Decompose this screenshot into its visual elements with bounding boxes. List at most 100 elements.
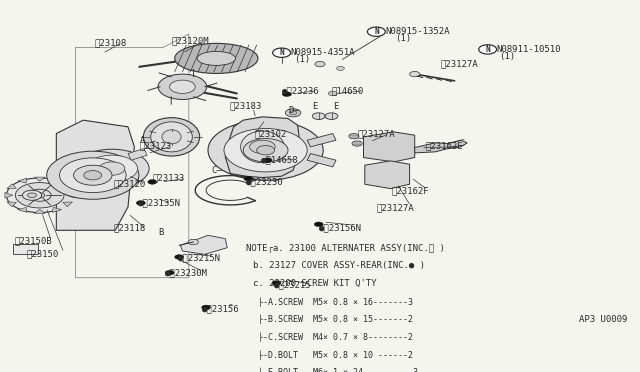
Text: ●※23135N: ●※23135N: [138, 198, 180, 208]
Circle shape: [15, 183, 64, 208]
Text: (1): (1): [294, 55, 310, 64]
Circle shape: [136, 201, 145, 205]
Text: ●※14658: ●※14658: [261, 156, 299, 165]
Polygon shape: [63, 184, 72, 189]
Polygon shape: [52, 178, 61, 183]
Polygon shape: [128, 148, 147, 160]
Circle shape: [6, 178, 73, 213]
Circle shape: [244, 176, 253, 181]
Circle shape: [35, 193, 45, 198]
Circle shape: [60, 158, 126, 193]
Text: ●※23215: ●※23215: [274, 280, 312, 289]
Polygon shape: [7, 184, 17, 189]
Circle shape: [273, 48, 291, 57]
Circle shape: [285, 109, 301, 117]
Text: ※23162F: ※23162F: [392, 186, 429, 195]
Text: ├-C.SCREW  M4× 0.7 × 8--------2: ├-C.SCREW M4× 0.7 × 8--------2: [258, 333, 413, 342]
Circle shape: [170, 80, 195, 93]
Polygon shape: [180, 235, 227, 254]
Polygon shape: [364, 132, 415, 162]
Circle shape: [188, 239, 198, 245]
Polygon shape: [365, 161, 410, 189]
Text: N08911-10510: N08911-10510: [497, 45, 561, 54]
Text: └-E.BOLT   M6× 1 × 24----------3: └-E.BOLT M6× 1 × 24----------3: [258, 368, 418, 372]
Ellipse shape: [175, 44, 258, 73]
Text: ※23108: ※23108: [95, 38, 127, 47]
Circle shape: [289, 111, 297, 115]
Text: ※23127A: ※23127A: [440, 60, 478, 68]
Text: N08915-1352A: N08915-1352A: [385, 27, 450, 36]
Text: ├-D.BOLT   M5× 0.8 × 10 ------2: ├-D.BOLT M5× 0.8 × 10 ------2: [258, 350, 413, 360]
Circle shape: [99, 162, 125, 175]
Circle shape: [28, 193, 36, 198]
Ellipse shape: [162, 130, 181, 144]
Text: ●※23156N: ●※23156N: [319, 223, 362, 232]
Polygon shape: [415, 140, 467, 153]
Polygon shape: [56, 120, 134, 230]
Polygon shape: [5, 193, 13, 198]
Ellipse shape: [143, 118, 200, 156]
Circle shape: [86, 155, 138, 182]
Polygon shape: [63, 202, 72, 207]
Text: ●※23230M: ●※23230M: [165, 269, 208, 278]
Text: A: A: [140, 137, 145, 145]
Text: ※23102: ※23102: [255, 130, 287, 139]
Text: ├-B.SCREW  M5× 0.8 × 15-------2: ├-B.SCREW M5× 0.8 × 15-------2: [258, 315, 413, 324]
Polygon shape: [52, 208, 61, 212]
Circle shape: [367, 27, 385, 36]
Circle shape: [315, 61, 325, 67]
Polygon shape: [67, 193, 74, 198]
Circle shape: [272, 281, 281, 285]
Circle shape: [352, 141, 362, 146]
Text: b. 23127 COVER ASSY-REAR(INC.● ): b. 23127 COVER ASSY-REAR(INC.● ): [253, 262, 425, 270]
Text: ※23183: ※23183: [229, 102, 261, 110]
Circle shape: [243, 138, 288, 162]
Text: (1): (1): [499, 52, 515, 61]
Ellipse shape: [197, 51, 236, 65]
Circle shape: [75, 149, 149, 188]
Ellipse shape: [151, 122, 193, 152]
Circle shape: [312, 113, 325, 119]
Circle shape: [22, 190, 42, 200]
Text: ※23120: ※23120: [114, 179, 146, 188]
Circle shape: [325, 113, 338, 119]
Circle shape: [202, 305, 211, 310]
Text: ※23150: ※23150: [27, 249, 59, 258]
Circle shape: [479, 45, 497, 54]
Text: ※23118: ※23118: [114, 223, 146, 232]
Polygon shape: [18, 208, 27, 212]
Polygon shape: [307, 134, 336, 147]
Circle shape: [74, 165, 112, 185]
Text: ●※23236: ●※23236: [282, 86, 319, 95]
Text: ●※23156: ●※23156: [202, 304, 239, 313]
Circle shape: [47, 151, 139, 199]
Circle shape: [257, 145, 275, 155]
Text: (1): (1): [396, 34, 412, 43]
Circle shape: [337, 67, 344, 70]
Polygon shape: [18, 178, 27, 183]
Circle shape: [28, 189, 51, 201]
Circle shape: [148, 180, 157, 184]
Text: ※23120M: ※23120M: [172, 36, 209, 45]
Polygon shape: [7, 202, 17, 207]
Text: D—: D—: [288, 106, 299, 115]
Text: NOTE┌a. 23100 ALTERNATER ASSY(INC.※ ): NOTE┌a. 23100 ALTERNATER ASSY(INC.※ ): [246, 243, 445, 252]
Circle shape: [224, 128, 307, 172]
Circle shape: [282, 92, 291, 96]
Text: ※14650: ※14650: [332, 86, 364, 95]
Circle shape: [250, 140, 275, 154]
Text: N: N: [374, 27, 379, 36]
Polygon shape: [35, 177, 45, 181]
Text: ※23127A: ※23127A: [357, 130, 395, 139]
Text: ※23133: ※23133: [152, 173, 184, 182]
Text: ●※23215N: ●※23215N: [178, 253, 221, 262]
Circle shape: [263, 158, 272, 163]
Text: E: E: [312, 102, 317, 111]
Circle shape: [208, 120, 323, 180]
Circle shape: [158, 74, 207, 99]
Text: N08915-4351A: N08915-4351A: [291, 48, 355, 57]
Text: B: B: [159, 228, 164, 237]
Text: ※23150B: ※23150B: [14, 237, 52, 246]
Text: E: E: [333, 102, 338, 111]
Text: ├-A.SCREW  M5× 0.8 × 16-------3: ├-A.SCREW M5× 0.8 × 16-------3: [258, 297, 413, 307]
